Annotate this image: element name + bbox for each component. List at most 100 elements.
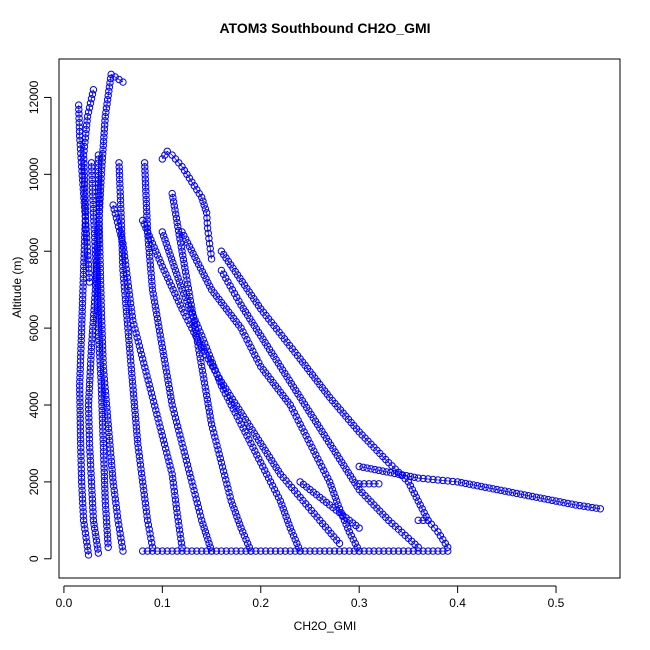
data-point — [205, 239, 214, 248]
data-point — [84, 108, 93, 116]
data-point — [243, 432, 251, 440]
data-point — [93, 541, 101, 549]
data-point — [224, 484, 232, 492]
data-point — [142, 199, 151, 208]
data-point — [92, 266, 101, 275]
data-point — [76, 140, 84, 149]
data-point — [86, 448, 94, 456]
data-point — [123, 316, 131, 324]
data-point — [105, 83, 114, 91]
data-point — [203, 219, 211, 227]
data-point — [88, 167, 96, 175]
data-point — [199, 371, 207, 379]
data-point — [345, 528, 354, 536]
data-point — [115, 167, 124, 175]
y-tick-label: 6000 — [27, 314, 41, 341]
data-point — [160, 440, 169, 448]
data-point — [226, 282, 234, 290]
data-point — [147, 235, 155, 244]
data-point — [222, 274, 230, 282]
data-point — [109, 478, 117, 486]
data-point — [228, 285, 237, 294]
data-point — [168, 151, 176, 159]
data-point — [145, 244, 153, 253]
data-point — [196, 264, 205, 272]
data-point — [182, 235, 190, 243]
data-point — [100, 464, 108, 472]
data-point — [76, 415, 84, 423]
data-point — [386, 468, 395, 477]
data-point — [124, 328, 132, 336]
data-point — [79, 512, 88, 520]
data-point — [572, 501, 580, 509]
data-point — [222, 547, 231, 555]
data-point — [167, 255, 176, 263]
data-point — [255, 455, 263, 463]
data-point — [74, 101, 83, 109]
data-point — [404, 547, 413, 555]
data-point — [127, 303, 135, 312]
data-point — [293, 539, 301, 548]
data-point — [93, 295, 102, 303]
data-point — [82, 538, 91, 546]
data-point — [87, 343, 96, 352]
data-point — [158, 343, 167, 352]
data-point — [444, 543, 452, 551]
data-point — [143, 207, 151, 216]
data-point — [175, 426, 183, 435]
data-point — [249, 443, 257, 451]
data-point — [131, 410, 139, 419]
data-point — [125, 340, 134, 349]
data-point — [119, 78, 127, 86]
data-point — [100, 460, 108, 468]
data-point — [85, 439, 94, 448]
data-point — [189, 482, 197, 490]
data-point — [191, 253, 199, 261]
data-point — [147, 389, 156, 397]
data-point — [96, 260, 104, 269]
data-point — [122, 303, 130, 312]
data-point — [125, 336, 133, 345]
data-point — [77, 478, 86, 486]
data-point — [184, 465, 193, 473]
data-point — [409, 547, 418, 555]
data-point — [291, 547, 299, 555]
data-point — [370, 547, 378, 555]
data-point — [179, 289, 188, 298]
data-point — [190, 486, 198, 495]
data-point — [88, 171, 96, 179]
data-point — [288, 528, 296, 536]
data-point — [164, 376, 172, 384]
x-tick-label: 0.2 — [252, 596, 269, 610]
data-point — [96, 365, 105, 374]
data-point — [186, 296, 195, 305]
data-point — [330, 489, 338, 498]
data-point — [104, 91, 112, 100]
data-point — [141, 167, 149, 175]
data-point — [122, 261, 130, 269]
data-point — [128, 373, 136, 382]
data-point — [136, 456, 144, 465]
data-point — [251, 351, 259, 359]
data-point — [172, 500, 180, 508]
data-point — [95, 345, 104, 353]
data-point — [98, 419, 107, 427]
data-point — [107, 457, 116, 465]
data-point — [188, 309, 196, 317]
data-point — [94, 324, 103, 332]
data-point — [323, 474, 332, 482]
data-point — [245, 339, 253, 348]
data-point — [196, 354, 205, 363]
data-point — [160, 266, 168, 275]
data-point — [140, 220, 148, 229]
data-point — [564, 499, 572, 508]
data-point — [360, 547, 368, 555]
data-point — [206, 412, 214, 420]
data-point — [169, 405, 177, 413]
data-point — [86, 444, 94, 452]
data-point — [85, 418, 93, 426]
data-point — [100, 456, 108, 464]
data-point — [253, 355, 261, 363]
data-point — [122, 307, 131, 316]
data-point — [155, 327, 164, 335]
